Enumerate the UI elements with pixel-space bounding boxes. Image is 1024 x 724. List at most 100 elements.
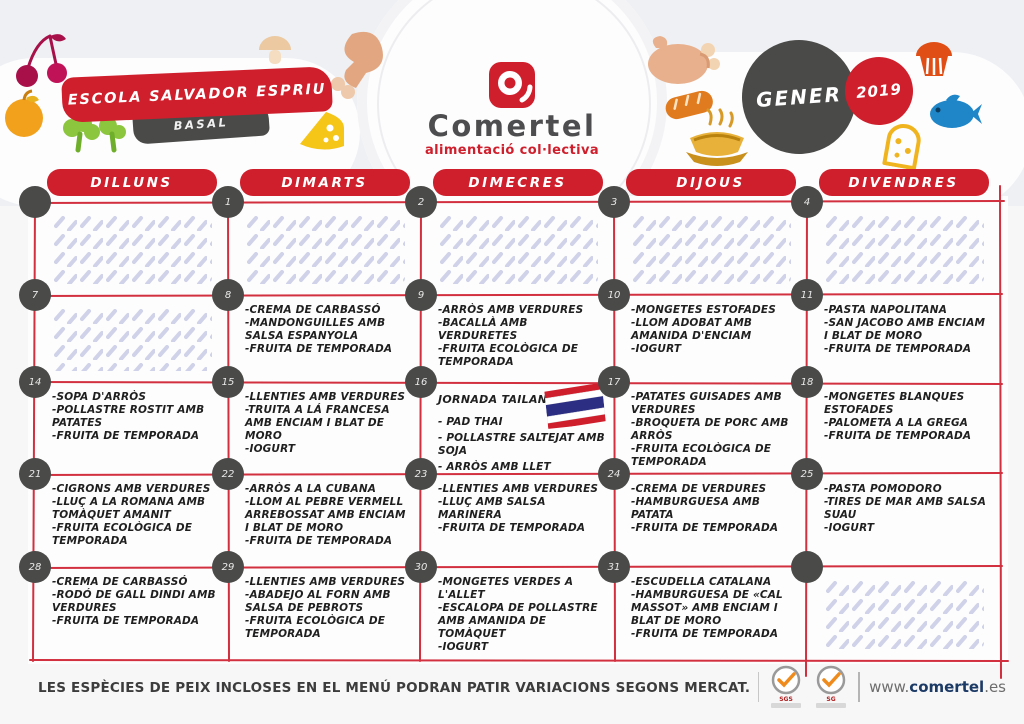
footer-right: SGS SG www.comertel.es xyxy=(758,664,1006,710)
day-number: 17 xyxy=(598,366,630,398)
menu-item: -FRUITA DE TEMPORADA xyxy=(631,522,779,535)
day-number: 22 xyxy=(212,458,244,490)
menu-item: -FRUITA DE TEMPORADA xyxy=(245,535,393,548)
weekday-header-dimarts: DIMARTS xyxy=(239,169,410,196)
menu-item: -FRUITA DE TEMPORADA xyxy=(631,628,779,641)
day-cell: -ARRÒS AMB VERDURES -BACALLÀ AMB VERDURET… xyxy=(421,295,614,382)
apple-icon xyxy=(5,89,43,137)
menu-item: -LLUÇ A LA ROMANA AMB TOMÀQUET AMANIT xyxy=(52,496,206,522)
noodles-bowl-icon xyxy=(686,108,748,166)
no-service-hatch xyxy=(51,213,212,284)
menu-item: -MONGETES VERDES A L'ALLET xyxy=(438,576,574,602)
day-cell-no-service xyxy=(421,202,614,295)
roast-chicken-icon xyxy=(648,36,720,84)
day-number: 2 xyxy=(405,186,437,218)
day-cell: -SOPA D'ARRÒS -POLLASTRE ROSTIT AMB PATAT… xyxy=(35,382,228,474)
day-number: 23 xyxy=(405,458,437,490)
menu-item: -FRUITA DE TEMPORADA xyxy=(438,522,586,535)
day-cell: -LLENTIES AMB VERDURES -ABADEJO AL FORN A… xyxy=(228,567,421,660)
menu-item: -FRUITA ECOLÒGICA DE TEMPORADA xyxy=(245,615,386,641)
day-number: 25 xyxy=(791,458,823,490)
comertel-logo-icon xyxy=(489,62,535,108)
menu-item: -FRUITA DE TEMPORADA xyxy=(824,343,972,356)
day-number xyxy=(791,551,823,583)
menu-item: -BACALLÀ AMB VERDURETES xyxy=(438,317,528,343)
menu-item: -MONGETES ESTOFADES xyxy=(631,304,776,316)
day-cell: -MONGETES ESTOFADES -LLOM ADOBAT AMB AMAN… xyxy=(614,295,807,382)
sgs-badge-icon: SG xyxy=(816,665,847,708)
menu-item: -TRUITA A LÁ FRANCESA AMB ENCIAM I BLAT … xyxy=(245,404,390,443)
day-cell-no-service xyxy=(35,202,228,295)
menu-item: -CREMA DE VERDURES xyxy=(631,483,767,495)
menu-item: -MANDONGUILLES AMB SALSA ESPANYOLA xyxy=(245,317,386,343)
day-cell: -LLENTIES AMB VERDURES -TRUITA A LÁ FRANC… xyxy=(228,382,421,474)
menu-item: -SAN JACOBO AMB ENCIAM I BLAT DE MORO xyxy=(824,317,986,343)
menu-item: -LLOM AL PEBRE VERMELL ARREBOSSAT AMB EN… xyxy=(245,496,406,535)
bread-icon xyxy=(665,90,713,120)
day-number: 18 xyxy=(791,366,823,398)
menu-item: -IOGURT xyxy=(438,641,489,654)
menu-item: -FRUITA ECOLÒGICA DE TEMPORADA xyxy=(631,443,772,469)
bread-slice-icon xyxy=(882,124,921,171)
footer-divider xyxy=(758,672,760,702)
day-cell: -MONGETES VERDES A L'ALLET -ESCALOPA DE P… xyxy=(421,567,614,660)
svg-text:SGS: SGS xyxy=(779,696,793,703)
menu-item: - PAD THAI xyxy=(438,416,503,428)
day-cell-no-service xyxy=(614,202,807,295)
no-service-hatch xyxy=(244,213,405,284)
day-number: 16 xyxy=(405,366,437,398)
brand-tagline: alimentació col·lectiva xyxy=(424,143,600,158)
menu-item: -LLENTIES AMB VERDURES xyxy=(245,391,406,403)
menu-item: -HAMBURGUESA DE «CAL MASSOT» AMB ENCIAM … xyxy=(631,589,783,628)
menu-item: -FRUITA ECOLÒGICA DE TEMPORADA xyxy=(52,522,193,548)
day-number: 1 xyxy=(212,186,244,218)
cherries-icon xyxy=(16,34,67,87)
day-number: 14 xyxy=(19,366,51,398)
menu-item: -FRUITA ECOLÒGICA DE TEMPORADA xyxy=(438,343,579,369)
day-number: 24 xyxy=(598,458,630,490)
menu-item: -IOGURT xyxy=(631,343,682,356)
day-cell: -PATATES GUISADES AMB VERDURES -BROQUETA … xyxy=(614,382,807,474)
menu-item: -HAMBURGUESA AMB PATATA xyxy=(631,496,760,522)
menu-item: -POLLASTRE ROSTIT AMB PATATES xyxy=(52,404,205,430)
mushroom-icon xyxy=(259,36,291,64)
no-service-hatch xyxy=(823,578,984,649)
menu-item: -LLENTIES AMB VERDURES xyxy=(245,576,406,588)
footer-divider xyxy=(858,672,861,702)
menu-item: -ESCUDELLA CATALANA xyxy=(631,576,772,588)
website-url: www.comertel.es xyxy=(869,678,1006,696)
day-cell: -MONGETES BLANQUES ESTOFADES -PALOMETA A … xyxy=(807,382,1000,474)
day-cell: -CREMA DE CARBASSÓ -RODÓ DE GALL DINDI AM… xyxy=(35,567,228,660)
day-cell: -LLENTIES AMB VERDURES -LLUÇ AMB SALSA MA… xyxy=(421,474,614,567)
day-cell: -PASTA NAPOLITANA -SAN JACOBO AMB ENCIAM … xyxy=(807,295,1000,382)
day-number: 7 xyxy=(19,279,51,311)
no-service-hatch xyxy=(51,306,212,371)
menu-item: -FRUITA DE TEMPORADA xyxy=(52,615,200,628)
weekday-header-dilluns: DILLUNS xyxy=(46,169,217,196)
day-number: 3 xyxy=(598,186,630,218)
menu-item: -ESCALOPA DE POLLASTRE AMB AMANIDA DE TO… xyxy=(438,602,598,641)
comertel-logo: Comertel alimentació col·lectiva xyxy=(412,62,612,158)
menu-item: -PASTA NAPOLITANA xyxy=(824,304,947,316)
day-cell: -CREMA DE VERDURES -HAMBURGUESA AMB PATAT… xyxy=(614,474,807,567)
day-number: 21 xyxy=(19,458,51,490)
day-cell: -ESCUDELLA CATALANA -HAMBURGUESA DE «CAL … xyxy=(614,567,807,660)
day-cell: -PASTA POMODORO -TIRES DE MAR AMB SALSA S… xyxy=(807,474,1000,567)
menu-item: -BROQUETA DE PORC AMB ARRÒS xyxy=(631,417,789,443)
no-service-hatch xyxy=(437,213,598,284)
menu-item: -ABADEJO AL FORN AMB SALSA DE PEBROTS xyxy=(245,589,391,615)
day-cell: -CIGRONS AMB VERDURES -LLUÇ A LA ROMANA A… xyxy=(35,474,228,567)
weekday-header-divendres: DIVENDRES xyxy=(818,169,989,196)
menu-item: -ARRÒS A LA CUBANA xyxy=(245,483,377,495)
menu-item: -IOGURT xyxy=(824,522,875,535)
weekday-header-dijous: DIJOUS xyxy=(625,169,796,196)
menu-item: -LLOM ADOBAT AMB AMANIDA D'ENCIAM xyxy=(631,317,753,343)
day-number: 9 xyxy=(405,279,437,311)
menu-item: -FRUITA DE TEMPORADA xyxy=(52,430,200,443)
menu-item: -CREMA DE CARBASSÓ xyxy=(52,576,188,588)
day-number: 8 xyxy=(212,279,244,311)
weekday-header-dimecres: DIMECRES xyxy=(432,169,603,196)
day-cell: -CREMA DE CARBASSÓ -MANDONGUILLES AMB SAL… xyxy=(228,295,421,382)
